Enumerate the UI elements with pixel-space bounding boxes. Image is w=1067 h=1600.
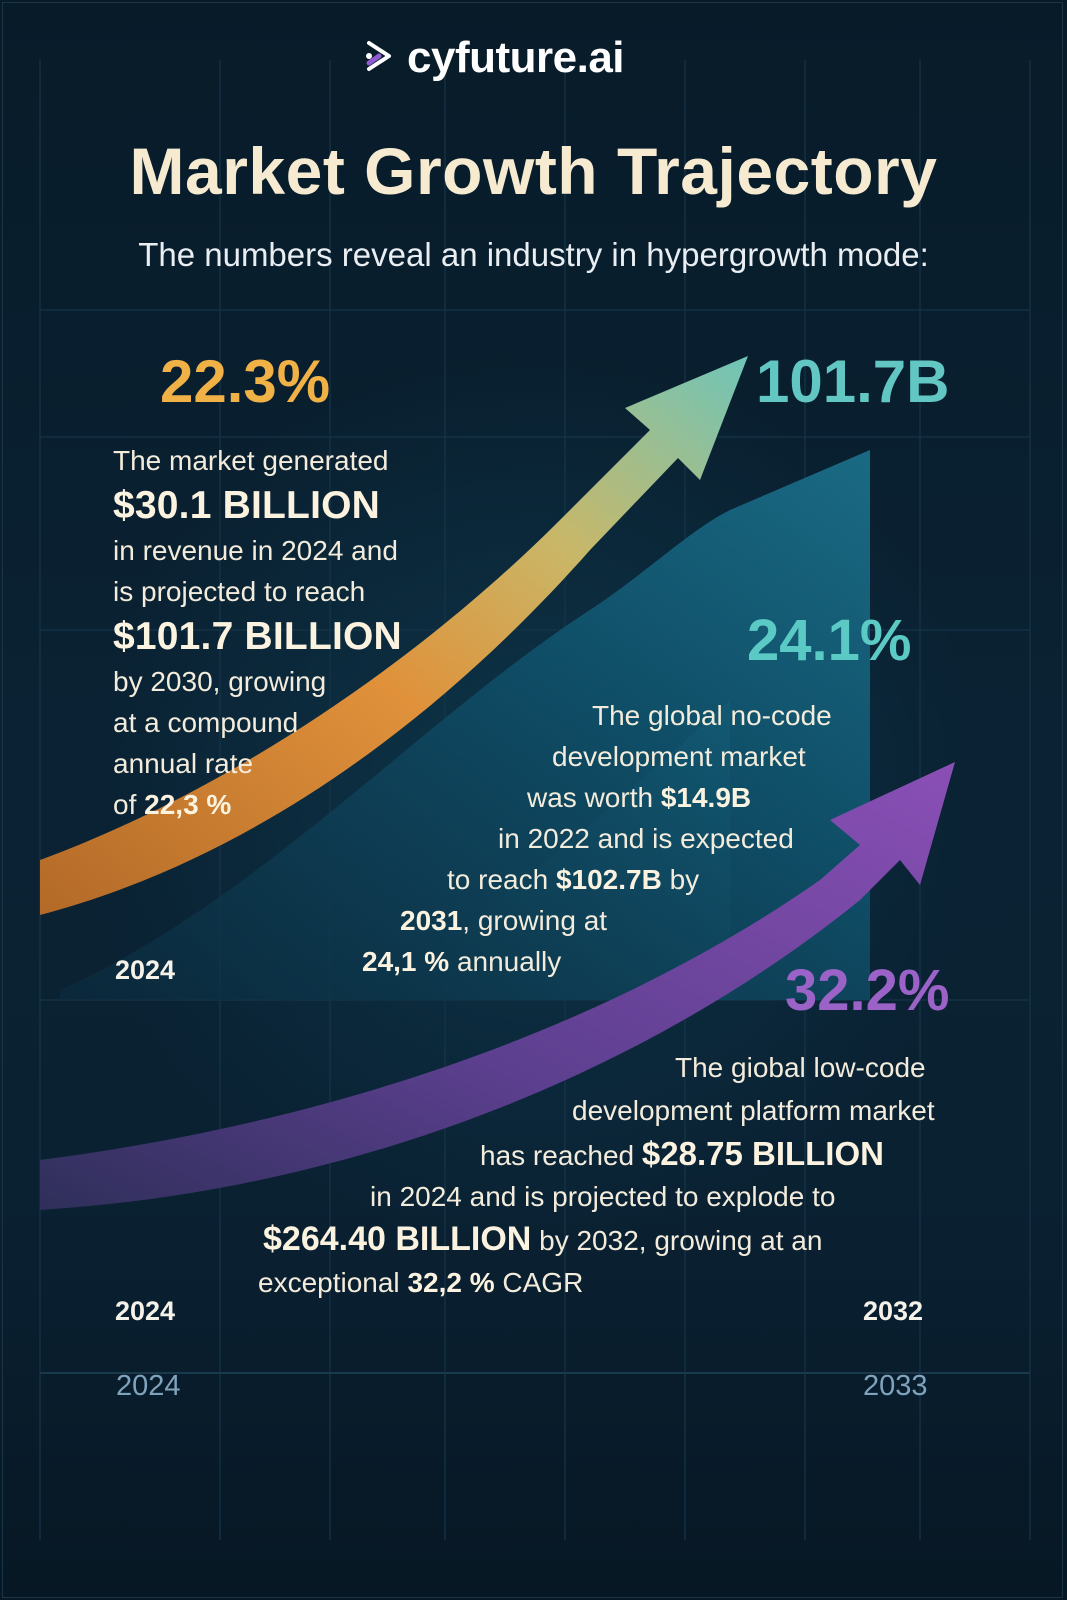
overall-market-description: The market generated $30.1 BILLION in re… xyxy=(113,440,443,825)
highlight-value: 32,2 % xyxy=(407,1267,495,1298)
text-line: $101.7 BILLION xyxy=(113,612,443,661)
highlight-value: $264.40 BILLION xyxy=(263,1220,532,1258)
overall-target-stat: 101.7B xyxy=(756,348,950,415)
text-fragment: was worth xyxy=(527,782,661,813)
text-fragment: has reached xyxy=(480,1140,642,1171)
text-line: The global no-code xyxy=(592,700,832,731)
highlight-value: $101.7 BILLION xyxy=(113,615,402,658)
chevron-play-icon xyxy=(363,39,397,78)
highlight-value: 24,1 % xyxy=(362,946,450,977)
text-fragment: exceptional xyxy=(258,1267,408,1298)
lowcode-cagr-stat: 32.2% xyxy=(785,958,950,1023)
text-line: has reached $28.75 BILLION xyxy=(250,1133,970,1176)
year-label-start: 2024 xyxy=(115,955,176,985)
text-line: 24,1 % annually xyxy=(340,941,900,982)
page-subtitle: The numbers reveal an industry in hyperg… xyxy=(138,236,929,273)
nocode-cagr-stat: 24.1% xyxy=(747,608,912,673)
text-fragment: by xyxy=(661,864,700,895)
text-line: at a compound xyxy=(113,707,299,738)
text-fragment: CAGR xyxy=(494,1267,584,1298)
text-line: annual rate xyxy=(113,748,254,779)
overall-cagr-stat: 22.3% xyxy=(160,348,331,415)
axis-year-end: 2033 xyxy=(863,1370,928,1402)
text-line: The giobal low-code xyxy=(675,1052,926,1083)
brand-logo: cyfuture.ai xyxy=(363,33,625,82)
text-line: by 2030, growing xyxy=(113,666,327,697)
highlight-value: 2031 xyxy=(400,905,463,936)
lowcode-market-description: The giobal low-code development platform… xyxy=(250,1047,970,1305)
highlight-value: 22,3 % xyxy=(144,789,232,820)
highlight-value: $102.7B xyxy=(555,864,662,895)
year-label-start: 2024 xyxy=(115,1296,176,1326)
text-line: is projected to reach xyxy=(113,576,366,607)
highlight-value: $28.75 BILLION xyxy=(641,1135,884,1172)
axis-year-start: 2024 xyxy=(116,1370,181,1402)
text-fragment: of xyxy=(113,789,145,820)
text-line: to reach $102.7B by xyxy=(340,859,900,900)
text-fragment: , growing at xyxy=(462,905,608,936)
text-line: in 2022 and is expected xyxy=(498,823,794,854)
text-line: in revenue in 2024 and xyxy=(113,535,398,566)
text-fragment: to reach xyxy=(447,864,556,895)
text-fragment: annually xyxy=(449,946,562,977)
brand-name: cyfuture.ai xyxy=(407,33,625,82)
year-label-end: 2032 xyxy=(863,1296,924,1326)
text-line: 2031, growing at xyxy=(340,900,900,941)
text-line: development market xyxy=(552,741,806,772)
text-line: in 2024 and is projected to explode to xyxy=(370,1181,836,1212)
text-line: $30.1 BILLION xyxy=(113,481,443,530)
text-line: exceptional 32,2 % CAGR xyxy=(250,1262,970,1305)
text-line: of 22,3 % xyxy=(113,784,443,825)
text-line: The market generated xyxy=(113,445,389,476)
page-title: Market Growth Trajectory xyxy=(129,134,938,208)
purple-growth-arrow xyxy=(40,762,955,1210)
nocode-market-description: The global no-code development market wa… xyxy=(340,695,900,982)
highlight-value: $30.1 BILLION xyxy=(113,484,381,527)
orange-growth-arrow xyxy=(40,356,748,915)
highlight-value: $14.9B xyxy=(660,782,752,813)
text-line: $264.40 BILLION by 2032, growing at an xyxy=(250,1219,970,1262)
text-line: was worth $14.9B xyxy=(340,777,900,818)
text-fragment: by 2032, growing at an xyxy=(531,1225,823,1256)
text-line: development platform market xyxy=(572,1095,935,1126)
